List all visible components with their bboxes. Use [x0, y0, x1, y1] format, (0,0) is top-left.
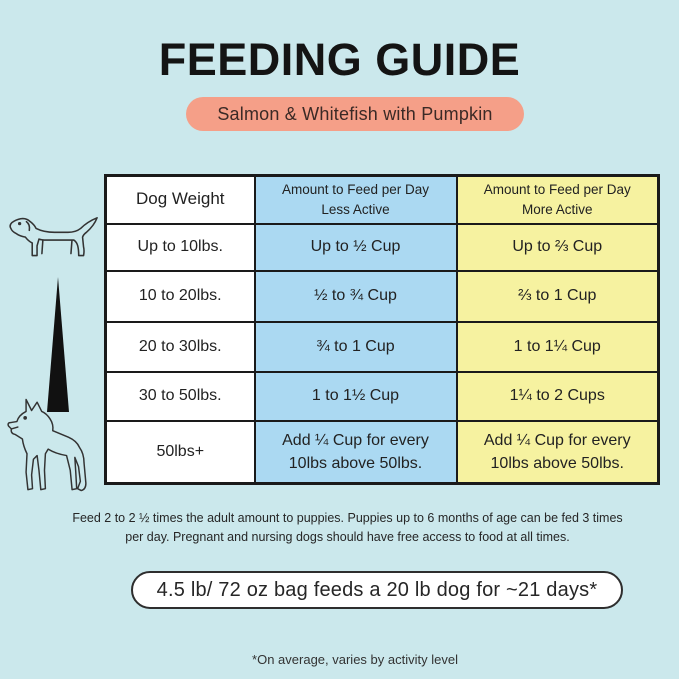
page-title: FEEDING GUIDE — [158, 34, 521, 85]
flavor-badge-label: Salmon & Whitefish with Pumpkin — [217, 103, 493, 124]
less-active-cell: ½ to ¾ Cup — [253, 269, 458, 323]
header-row: Dog Weight Amount to Feed per Day Less A… — [104, 174, 660, 225]
more-active-cell: 1 to 1¼ Cup — [455, 320, 660, 373]
more-active-cell: ⅔ to 1 Cup — [455, 269, 660, 323]
more-active-cell: Add ¼ Cup for every 10lbs above 50lbs. — [455, 419, 660, 485]
feeding-table: Dog Weight Amount to Feed per Day Less A… — [104, 174, 660, 485]
column-header-more-active: Amount to Feed per Day More Active — [455, 174, 660, 225]
flavor-badge: Salmon & Whitefish with Pumpkin — [186, 97, 524, 131]
more-active-cell: 1¼ to 2 Cups — [455, 370, 660, 422]
bag-yield-pill: 4.5 lb/ 72 oz bag feeds a 20 lb dog for … — [131, 571, 623, 609]
column-header-less-active: Amount to Feed per Day Less Active — [253, 174, 458, 225]
weight-cell: 30 to 50lbs. — [104, 370, 256, 422]
less-active-cell: Up to ½ Cup — [253, 222, 458, 272]
column-header-dog-weight: Dog Weight — [104, 174, 256, 225]
weight-cell: 20 to 30lbs. — [104, 320, 256, 373]
less-active-cell: Add ¼ Cup for every 10lbs above 50lbs. — [253, 419, 458, 485]
table-row: Up to 10lbs. Up to ½ Cup Up to ⅔ Cup — [104, 222, 660, 272]
table-row: 10 to 20lbs. ½ to ¾ Cup ⅔ to 1 Cup — [104, 269, 660, 323]
activity-footnote: *On average, varies by activity level — [252, 652, 458, 667]
less-active-cell: ¾ to 1 Cup — [253, 320, 458, 373]
weight-cell: 50lbs+ — [104, 419, 256, 485]
weight-cell: 10 to 20lbs. — [104, 269, 256, 323]
puppy-feeding-note: Feed 2 to 2 ½ times the adult amount to … — [72, 511, 623, 545]
table-row: 50lbs+ Add ¼ Cup for every 10lbs above 5… — [104, 419, 660, 485]
table-row: 20 to 30lbs. ¾ to 1 Cup 1 to 1¼ Cup — [104, 320, 660, 373]
table-row: 30 to 50lbs. 1 to 1½ Cup 1¼ to 2 Cups — [104, 370, 660, 422]
large-dog-icon — [4, 393, 96, 497]
weight-cell: Up to 10lbs. — [104, 222, 256, 272]
small-dog-icon — [8, 212, 100, 272]
less-active-cell: 1 to 1½ Cup — [253, 370, 458, 422]
size-scale-triangle-icon — [47, 277, 69, 412]
more-active-cell: Up to ⅔ Cup — [455, 222, 660, 272]
bag-yield-text: 4.5 lb/ 72 oz bag feeds a 20 lb dog for … — [156, 578, 598, 601]
